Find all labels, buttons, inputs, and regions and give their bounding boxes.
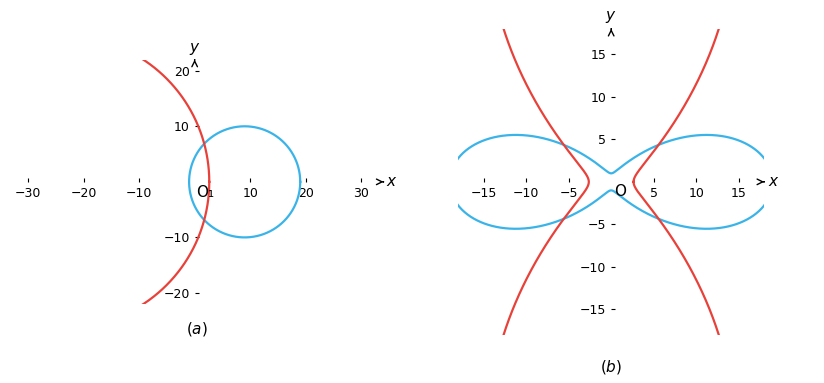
Text: $(a)$: $(a)$ [186,320,208,338]
Text: $y$: $y$ [189,41,200,57]
Text: O: O [614,184,625,200]
Text: $x$: $x$ [386,174,398,189]
Text: $y$: $y$ [606,8,617,25]
Text: O₁: O₁ [196,185,214,200]
Text: $(b)$: $(b)$ [600,358,622,376]
Text: $x$: $x$ [769,174,780,189]
